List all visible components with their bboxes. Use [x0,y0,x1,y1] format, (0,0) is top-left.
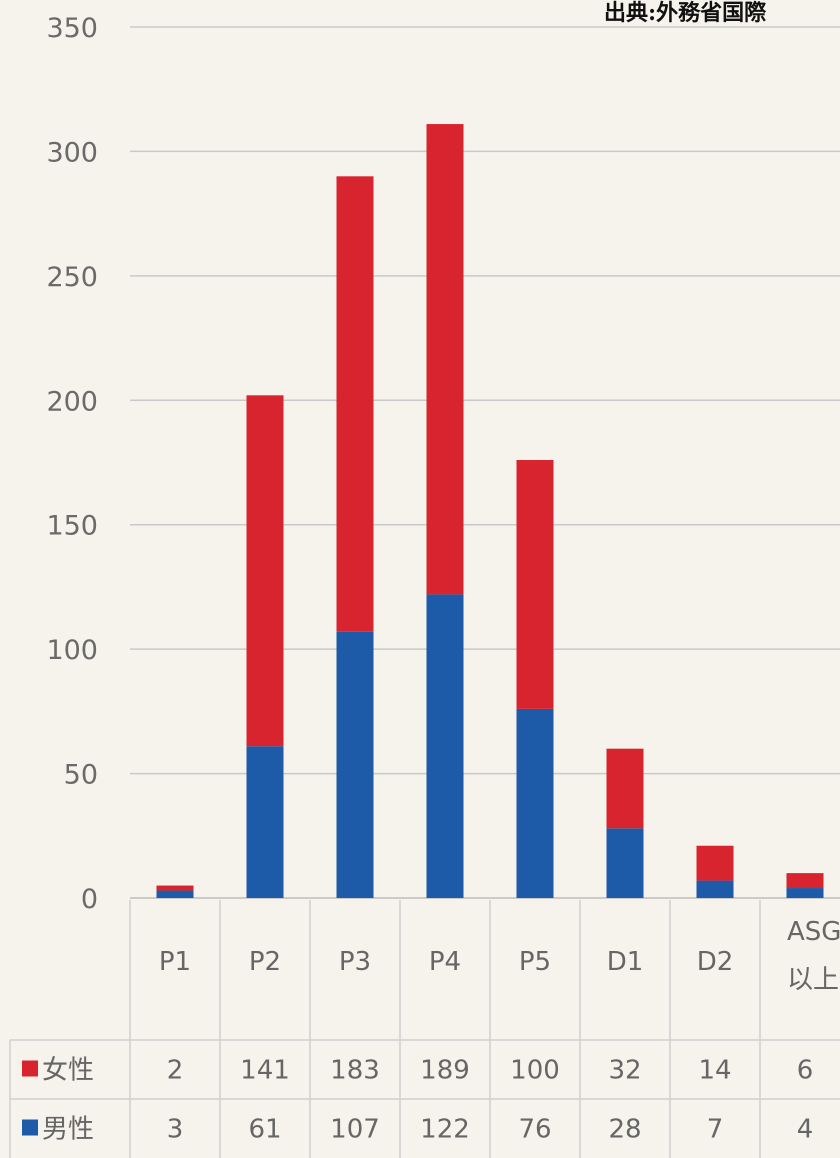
table-cell-value: 100 [510,1056,560,1086]
bar-segment [426,124,464,595]
table-cell-value: 107 [330,1115,380,1145]
legend-label: 女性 [42,1056,94,1086]
table-cell-value: 141 [240,1056,290,1086]
y-axis-tick-labels: 0 50 100 150 200 250 300 350 [46,13,98,915]
category-label: D1 [607,947,644,977]
bar-segment [786,873,824,889]
table-cell-value: 4 [797,1115,814,1145]
category-label: P4 [429,947,461,977]
category-label: P5 [519,947,551,977]
table-cell-value: 3 [167,1115,184,1145]
table-cell-value: 2 [167,1056,184,1086]
y-tick-label: 0 [81,884,98,915]
y-tick-label: 300 [46,137,98,168]
bar-segment [336,631,374,898]
bar-segment [606,748,644,829]
gridlines [130,26,840,899]
table-cell-value: 28 [608,1115,641,1145]
category-label: P2 [249,947,281,977]
legend-swatch [22,1060,38,1077]
bar-segment [246,746,284,898]
y-tick-label: 100 [46,635,98,666]
category-label: 以上 [787,965,839,995]
bar-segment [246,395,284,747]
y-tick-label: 350 [46,13,98,44]
y-tick-label: 150 [46,511,98,542]
bar-segment [516,708,554,898]
table-cell-value: 14 [698,1056,731,1086]
category-label: P1 [159,947,191,977]
bar-segment [156,885,194,891]
bar-segment [696,845,734,881]
source-note: 出典:外務省国際 [604,0,767,26]
bar-segment [516,460,554,709]
y-tick-label: 250 [46,262,98,293]
bar-segment [156,890,194,898]
category-label: D2 [697,947,734,977]
table-cell-value: 76 [518,1115,551,1145]
table-cell-value: 122 [420,1115,470,1145]
bar-segment [786,888,824,898]
table-cell-value: 183 [330,1056,380,1086]
bar-segment [606,828,644,898]
category-label: P3 [339,947,371,977]
bar-segment [696,880,734,898]
category-label: ASG [787,917,840,947]
table-cell-value: 32 [608,1056,641,1086]
y-tick-label: 200 [46,386,98,417]
table-cell-value: 6 [797,1056,814,1086]
legend-swatch [22,1119,38,1136]
table-cell-value: 61 [248,1115,281,1145]
bar-segment [336,176,374,632]
y-tick-label: 50 [64,760,98,791]
legend-label: 男性 [42,1115,94,1145]
table-cell-value: 7 [707,1115,724,1145]
bar-segment [426,594,464,898]
bars [156,124,824,898]
table-cell-value: 189 [420,1056,470,1086]
